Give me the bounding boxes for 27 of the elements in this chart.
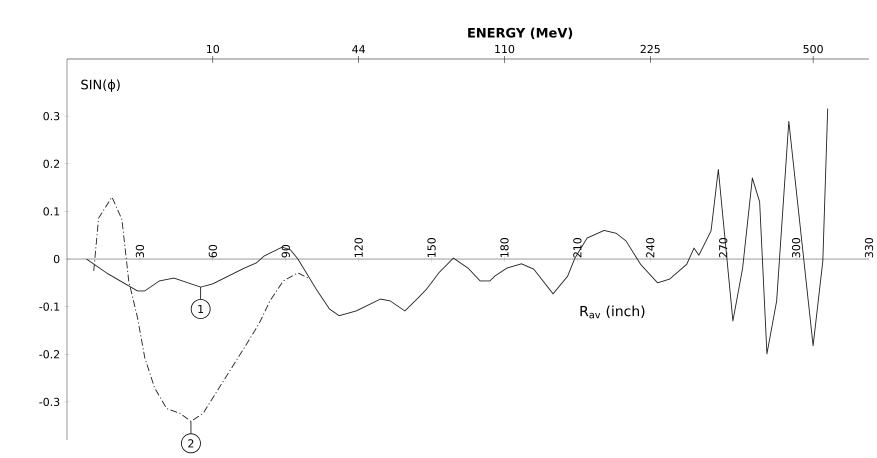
x-tick-label: 150: [427, 238, 436, 257]
x-tick-label: 180: [500, 238, 509, 257]
x-tick-label: 30: [136, 244, 144, 258]
x-tick-label: 120: [354, 238, 363, 257]
x-tick-label: 330: [864, 238, 874, 258]
text: 225: [640, 44, 660, 54]
annotation: 2: [188, 439, 194, 448]
y-tick-label: 0.3: [43, 112, 60, 120]
text: 10: [207, 44, 220, 54]
text: 44: [352, 45, 365, 54]
x-tick-label: 240: [646, 238, 654, 258]
text: 500: [803, 44, 823, 54]
x-tick-label: 90: [282, 244, 290, 258]
x-axis-title: R$_{av}$ (inch): [580, 306, 644, 318]
y-tick-label: -0.2: [39, 350, 60, 358]
y-axis-title: SIN(ϕ): [81, 79, 120, 92]
y-tick-label: 0.1: [43, 207, 60, 216]
annotation: 1: [198, 305, 204, 314]
text: ENERGY (MeV): [468, 28, 572, 40]
x-tick-label: 60: [208, 244, 217, 258]
y-tick-label: -0.3: [39, 398, 60, 406]
text: 110: [495, 44, 514, 54]
y-tick-label: 0.2: [43, 160, 60, 168]
y-tick-label: -0.1: [39, 302, 60, 311]
x-tick-label: 210: [573, 238, 582, 258]
x-tick-label: 300: [792, 238, 800, 258]
y-tick-label: 0: [54, 254, 60, 264]
